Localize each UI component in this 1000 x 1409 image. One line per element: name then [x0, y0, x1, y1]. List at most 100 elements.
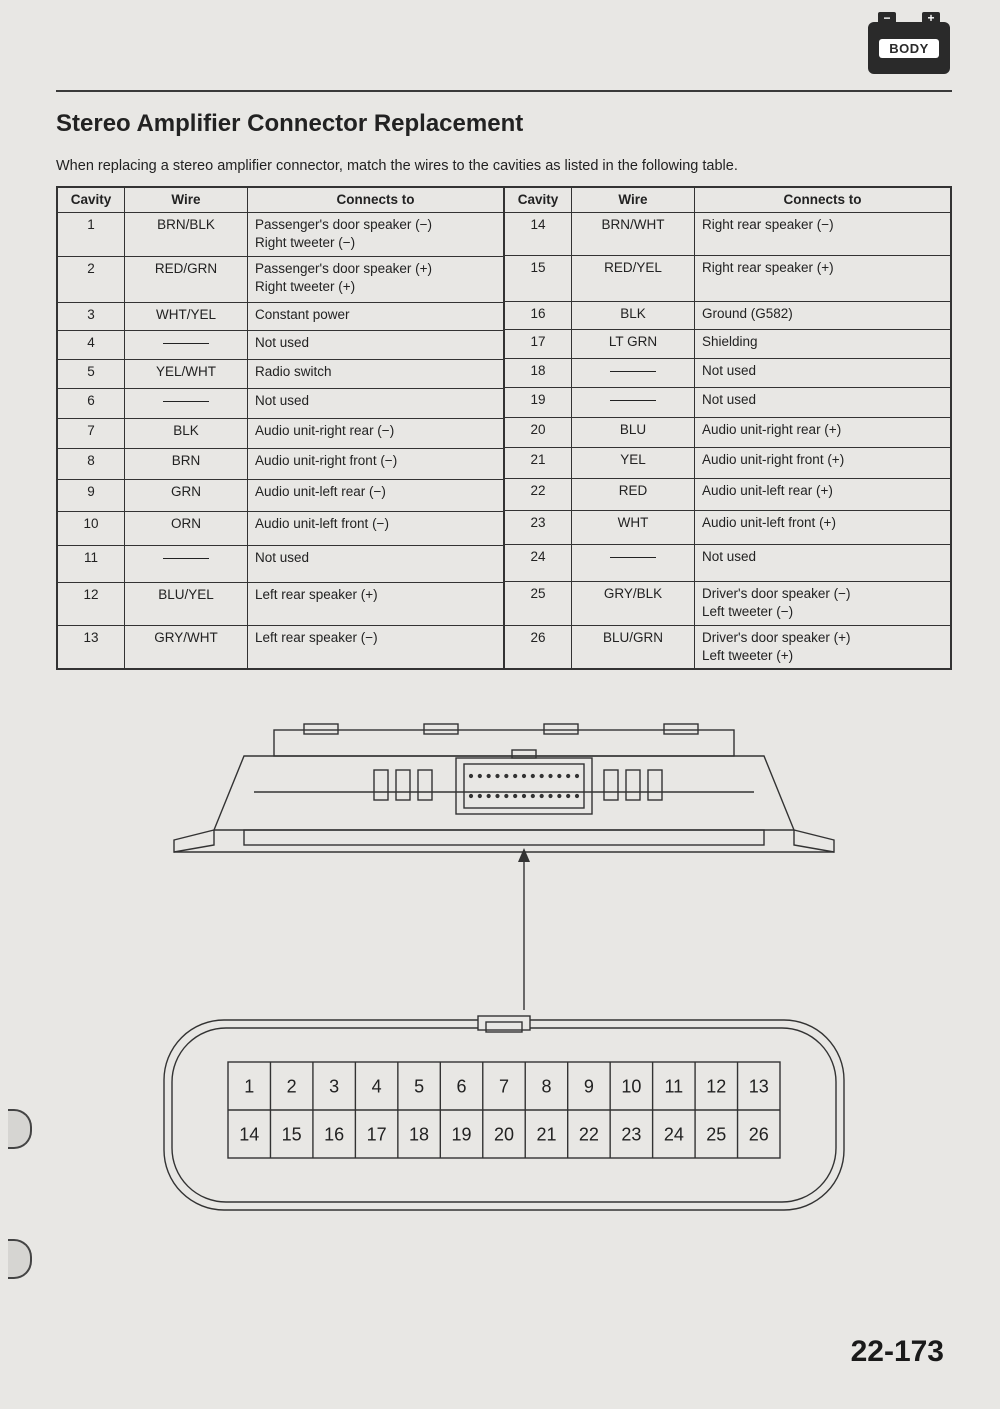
table-row: 22REDAudio unit-left rear (+) [505, 479, 951, 511]
cell-wire: GRN [125, 479, 248, 511]
cell-cavity: 3 [58, 302, 125, 330]
cell-connects: Not used [248, 388, 504, 418]
cell-cavity: 25 [505, 582, 572, 625]
svg-text:25: 25 [706, 1124, 726, 1144]
cell-connects: Left rear speaker (+) [248, 582, 504, 625]
cell-cavity: 1 [58, 213, 125, 256]
svg-text:19: 19 [452, 1124, 472, 1144]
cell-wire: BRN/BLK [125, 213, 248, 256]
cell-cavity: 10 [58, 511, 125, 545]
th-connects: Connects to [695, 188, 951, 213]
cell-wire: RED/GRN [125, 256, 248, 302]
cell-connects: Audio unit-left rear (+) [695, 479, 951, 511]
svg-text:24: 24 [664, 1124, 684, 1144]
badge-neg: − [878, 12, 896, 24]
badge-pos: + [922, 12, 940, 24]
cell-cavity: 8 [58, 448, 125, 479]
cell-wire: BLK [125, 418, 248, 448]
svg-text:8: 8 [541, 1076, 551, 1096]
cell-connects: Left rear speaker (−) [248, 625, 504, 668]
svg-text:18: 18 [409, 1124, 429, 1144]
table-row: 23WHTAudio unit-left front (+) [505, 511, 951, 545]
page-title: Stereo Amplifier Connector Replacement [56, 110, 952, 138]
cell-cavity: 11 [58, 545, 125, 582]
binder-holes [8, 1109, 32, 1369]
table-row: 21YELAudio unit-right front (+) [505, 448, 951, 479]
cell-wire: BLU/GRN [572, 625, 695, 668]
cell-connects: Audio unit-right front (−) [248, 448, 504, 479]
table-row: 8BRNAudio unit-right front (−) [58, 448, 504, 479]
cell-wire: WHT [572, 511, 695, 545]
table-row: 5YEL/WHTRadio switch [58, 359, 504, 388]
cell-cavity: 6 [58, 388, 125, 418]
badge-label: BODY [879, 39, 939, 58]
table-row: 19Not used [505, 388, 951, 418]
table-row: 1BRN/BLKPassenger's door speaker (−)Righ… [58, 213, 504, 256]
cell-wire: GRY/BLK [572, 582, 695, 625]
svg-text:20: 20 [494, 1124, 514, 1144]
cell-wire [125, 388, 248, 418]
svg-text:11: 11 [665, 1076, 684, 1096]
cell-cavity: 7 [58, 418, 125, 448]
table-row: 25GRY/BLKDriver's door speaker (−)Left t… [505, 582, 951, 625]
svg-text:13: 13 [749, 1076, 769, 1096]
cell-connects: Audio unit-right rear (+) [695, 418, 951, 448]
table-row: 4 Not used [58, 330, 504, 359]
cell-connects: Audio unit-left rear (−) [248, 479, 504, 511]
cell-cavity: 22 [505, 479, 572, 511]
cell-cavity: 12 [58, 582, 125, 625]
wiring-table-right: Cavity Wire Connects to 14BRN/WHTRight r… [504, 187, 951, 669]
cell-wire: RED/YEL [572, 256, 695, 302]
svg-text:23: 23 [621, 1124, 641, 1144]
svg-text:7: 7 [499, 1076, 509, 1096]
wiring-table-left: Cavity Wire Connects to 1BRN/BLKPassenge… [57, 187, 504, 669]
cell-connects: Not used [248, 330, 504, 359]
intro-text: When replacing a stereo amplifier connec… [56, 158, 952, 174]
table-row: 3WHT/YELConstant power [58, 302, 504, 330]
table-row: 7BLKAudio unit-right rear (−) [58, 418, 504, 448]
divider [56, 90, 952, 92]
cell-cavity: 15 [505, 256, 572, 302]
table-row: 26BLU/GRNDriver's door speaker (+)Left t… [505, 625, 951, 668]
table-row: 18Not used [505, 359, 951, 388]
cell-cavity: 13 [58, 625, 125, 668]
svg-text:3: 3 [329, 1076, 339, 1096]
th-wire: Wire [125, 188, 248, 213]
cell-connects: Audio unit-right front (+) [695, 448, 951, 479]
cell-wire [125, 330, 248, 359]
cell-cavity: 5 [58, 359, 125, 388]
svg-text:26: 26 [749, 1124, 769, 1144]
cell-wire: BLK [572, 302, 695, 330]
cell-connects: Passenger's door speaker (+)Right tweete… [248, 256, 504, 302]
cell-connects: Radio switch [248, 359, 504, 388]
cell-cavity: 14 [505, 213, 572, 256]
cell-wire: BRN [125, 448, 248, 479]
cell-cavity: 2 [58, 256, 125, 302]
cell-wire [572, 388, 695, 418]
table-row: 24Not used [505, 545, 951, 582]
cell-connects: Not used [695, 545, 951, 582]
cell-connects: Not used [695, 359, 951, 388]
th-connects: Connects to [248, 188, 504, 213]
svg-text:1: 1 [244, 1076, 254, 1096]
svg-text:6: 6 [457, 1076, 467, 1096]
cell-cavity: 19 [505, 388, 572, 418]
cell-wire: RED [572, 479, 695, 511]
svg-text:21: 21 [536, 1124, 556, 1144]
svg-text:2: 2 [287, 1076, 297, 1096]
cell-wire: ORN [125, 511, 248, 545]
table-row: 9GRNAudio unit-left rear (−) [58, 479, 504, 511]
th-cavity: Cavity [58, 188, 125, 213]
svg-text:22: 22 [579, 1124, 599, 1144]
svg-text:4: 4 [372, 1076, 382, 1096]
table-row: 17LT GRNShielding [505, 330, 951, 359]
table-row: 2RED/GRNPassenger's door speaker (+)Righ… [58, 256, 504, 302]
diagram-area: 1142153164175186197208219221023112412251… [56, 710, 952, 1230]
cell-cavity: 9 [58, 479, 125, 511]
cell-connects: Passenger's door speaker (−)Right tweete… [248, 213, 504, 256]
cell-cavity: 4 [58, 330, 125, 359]
cell-connects: Shielding [695, 330, 951, 359]
table-row: 20BLUAudio unit-right rear (+) [505, 418, 951, 448]
cell-wire: YEL/WHT [125, 359, 248, 388]
cell-connects: Right rear speaker (+) [695, 256, 951, 302]
